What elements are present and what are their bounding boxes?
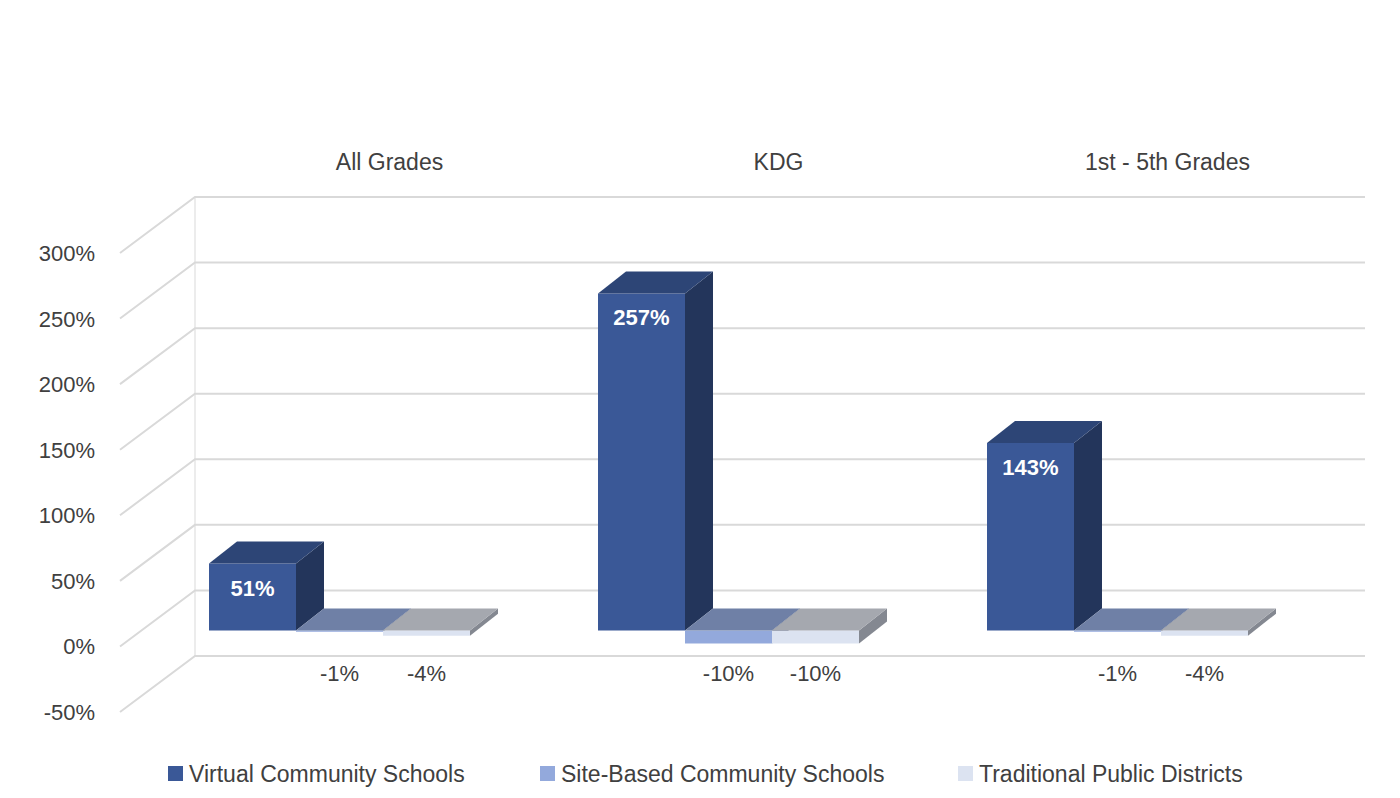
bar-top [383,608,498,630]
grid [120,197,1365,712]
chart: -50% 0% 50% 100% 150% 200% 250% 300% 51% -1% -4% 25… [0,0,1400,798]
tick-label: 200% [39,372,95,397]
bar-front [685,630,772,643]
bar-front [296,630,383,631]
legend-swatch [958,766,973,781]
tick-label: 100% [39,503,95,528]
bar-front [383,630,470,635]
category-label: All Grades [336,149,443,175]
grid-line [120,263,1365,319]
bar-side [685,271,713,630]
legend-label: Site-Based Community Schools [561,761,884,787]
data-label: -1% [1098,661,1137,686]
data-label: -1% [320,661,359,686]
bar [598,271,713,630]
category-label: 1st - 5th Grades [1085,149,1250,175]
grid-line [120,459,1365,515]
grid-line [120,197,1365,253]
category-label: KDG [754,149,804,175]
bar-top [209,542,324,564]
bars [209,271,1276,643]
grid-line [120,394,1365,450]
legend: Virtual Community Schools Site-Based Comm… [168,761,1243,787]
tick-label: 250% [39,307,95,332]
bar-front [1074,630,1161,631]
bar [772,608,887,643]
bar-front [209,564,296,631]
axis-line [195,197,196,656]
bar-front [1161,630,1248,635]
tick-label: -50% [44,700,95,725]
bar [383,608,498,635]
grid-line [120,656,1365,712]
tick-label: 0% [63,634,95,659]
data-label: -10% [703,661,754,686]
bar [987,421,1102,631]
bar-top [598,271,713,293]
bar-top [987,421,1102,443]
data-label: -4% [1185,661,1224,686]
labels: 51% -1% -4% 257% -10% -10% 143% -1% -4% [230,305,1224,686]
data-label: -4% [407,661,446,686]
legend-label: Virtual Community Schools [189,761,465,787]
bar-side [1074,421,1102,631]
tick-label: 50% [51,569,95,594]
legend-label: Traditional Public Districts [979,761,1243,787]
bar [209,542,324,631]
legend-swatch [540,766,555,781]
bar-front [598,293,685,630]
bar-top [772,608,887,630]
bar-front [987,443,1074,631]
bar-front [772,630,859,643]
bar [1161,608,1276,635]
bar-top [1161,608,1276,630]
tick-label: 150% [39,438,95,463]
grid-line [120,328,1365,384]
data-label: -10% [790,661,841,686]
legend-swatch [168,766,183,781]
data-label: 51% [230,576,274,601]
data-label: 143% [1002,455,1058,480]
tick-label: 300% [39,241,95,266]
data-label: 257% [613,305,669,330]
